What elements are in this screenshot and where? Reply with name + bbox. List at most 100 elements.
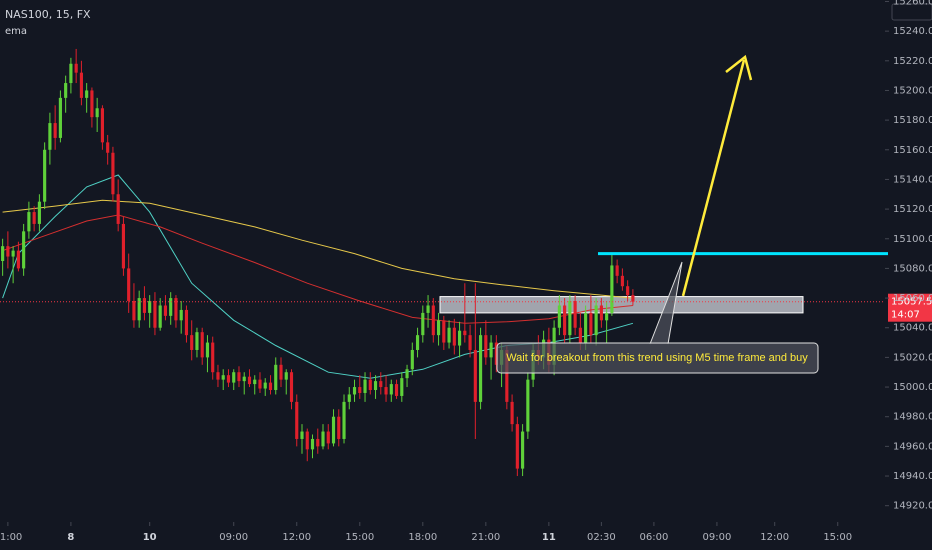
- candle-body: [226, 375, 231, 383]
- candle-body: [90, 90, 94, 118]
- candle-body: [289, 372, 294, 402]
- candle-body: [526, 379, 530, 432]
- candle-body: [626, 286, 630, 296]
- candle-body: [106, 142, 110, 153]
- candle-body: [373, 381, 378, 391]
- x-tick-label: 8: [67, 532, 74, 543]
- candle-body: [158, 305, 162, 328]
- candle-body: [1, 246, 5, 261]
- candle-body: [121, 223, 126, 269]
- x-tick-label: 02:30: [587, 532, 616, 543]
- y-tick-label: 15260.00: [893, 0, 932, 7]
- candle-body: [184, 309, 189, 336]
- candle-body: [347, 394, 351, 402]
- candle-body: [200, 332, 204, 358]
- y-tick-label: 15180.00: [893, 115, 932, 126]
- candle-body: [32, 212, 36, 224]
- x-tick-label: 10: [143, 532, 157, 543]
- candle-body: [268, 382, 273, 391]
- price-tag: [888, 293, 932, 322]
- y-tick-label: 15060.00: [893, 293, 932, 304]
- candle-body: [389, 384, 393, 395]
- x-tick-label: 09:00: [703, 532, 732, 543]
- candle-body: [310, 438, 315, 450]
- candle-body: [568, 301, 572, 336]
- candle-body: [426, 305, 430, 313]
- candle-body: [394, 384, 399, 396]
- candle-body: [557, 305, 561, 328]
- candle-body: [190, 335, 194, 350]
- y-tick-label: 14940.00: [893, 471, 932, 482]
- candle-body: [405, 369, 409, 379]
- candle-body: [137, 298, 141, 321]
- candle-body: [43, 149, 47, 202]
- candle-body: [331, 416, 336, 444]
- candle-body: [48, 123, 52, 150]
- callout-text: Wait for breakout from this trend using …: [506, 352, 808, 364]
- candle-body: [363, 379, 367, 393]
- candle-body: [37, 201, 41, 224]
- candle-body: [274, 364, 278, 391]
- overlay: 15057.55 14:07 Wait for breakout from this…: [0, 54, 932, 374]
- y-tick-label: 15240.00: [893, 26, 932, 37]
- candle-body: [27, 212, 31, 232]
- candle-body: [615, 265, 619, 276]
- candle-body: [505, 349, 509, 402]
- scale-button[interactable]: [891, 3, 932, 21]
- candle-body: [447, 327, 451, 343]
- candle-body: [337, 416, 341, 439]
- candle-body: [479, 335, 483, 402]
- candle-body: [468, 335, 472, 350]
- candle-body: [599, 305, 603, 321]
- indicator-label: ema: [5, 26, 27, 37]
- candle-body: [6, 246, 10, 257]
- candle-body: [242, 376, 246, 382]
- candle-body: [64, 83, 68, 98]
- candle-body: [127, 268, 131, 302]
- candle-body: [316, 438, 320, 447]
- candle-body: [573, 301, 577, 328]
- candle-body: [216, 372, 220, 380]
- candle-body: [53, 123, 57, 138]
- candle-body: [342, 401, 346, 439]
- candle-body: [631, 295, 635, 302]
- y-tick-label: 15200.00: [893, 85, 932, 96]
- candle-body: [421, 312, 425, 336]
- candle-body: [431, 305, 435, 336]
- candle-body: [605, 312, 609, 321]
- candle-body: [521, 431, 525, 469]
- candle-body: [463, 330, 467, 336]
- candle-body: [132, 301, 136, 321]
- y-tick-label: 14920.00: [893, 501, 932, 512]
- candle-body: [100, 108, 104, 143]
- candle-body: [515, 424, 519, 469]
- candle-body: [58, 97, 62, 138]
- candle-body: [153, 301, 157, 328]
- candle-body: [379, 381, 383, 388]
- x-tick-label: 09:00: [219, 532, 248, 543]
- price-tag-countdown: 14:07: [891, 310, 920, 321]
- candle-body: [263, 382, 267, 389]
- y-tick-label: 15140.00: [893, 174, 932, 185]
- candle-body: [79, 72, 83, 98]
- candle-body: [436, 320, 441, 336]
- candle-body: [16, 250, 20, 269]
- candle-body: [163, 305, 168, 316]
- candle-body: [442, 320, 446, 343]
- candle-body: [111, 152, 115, 195]
- plot-area: [1, 48, 804, 477]
- candle-body: [74, 63, 78, 73]
- y-tick-label: 15160.00: [893, 145, 932, 156]
- x-tick-label: 15:00: [345, 532, 374, 543]
- candle-body: [321, 431, 325, 447]
- y-tick-label: 15040.00: [893, 323, 932, 334]
- x-tick-label: 11: [542, 532, 556, 543]
- candle-body: [563, 305, 567, 336]
- callout-box: [496, 342, 819, 374]
- candle-body: [211, 342, 215, 373]
- candle-body: [11, 250, 15, 257]
- candle-body: [221, 375, 225, 380]
- x-tick-label: 12:00: [760, 532, 789, 543]
- candle-body: [494, 342, 498, 365]
